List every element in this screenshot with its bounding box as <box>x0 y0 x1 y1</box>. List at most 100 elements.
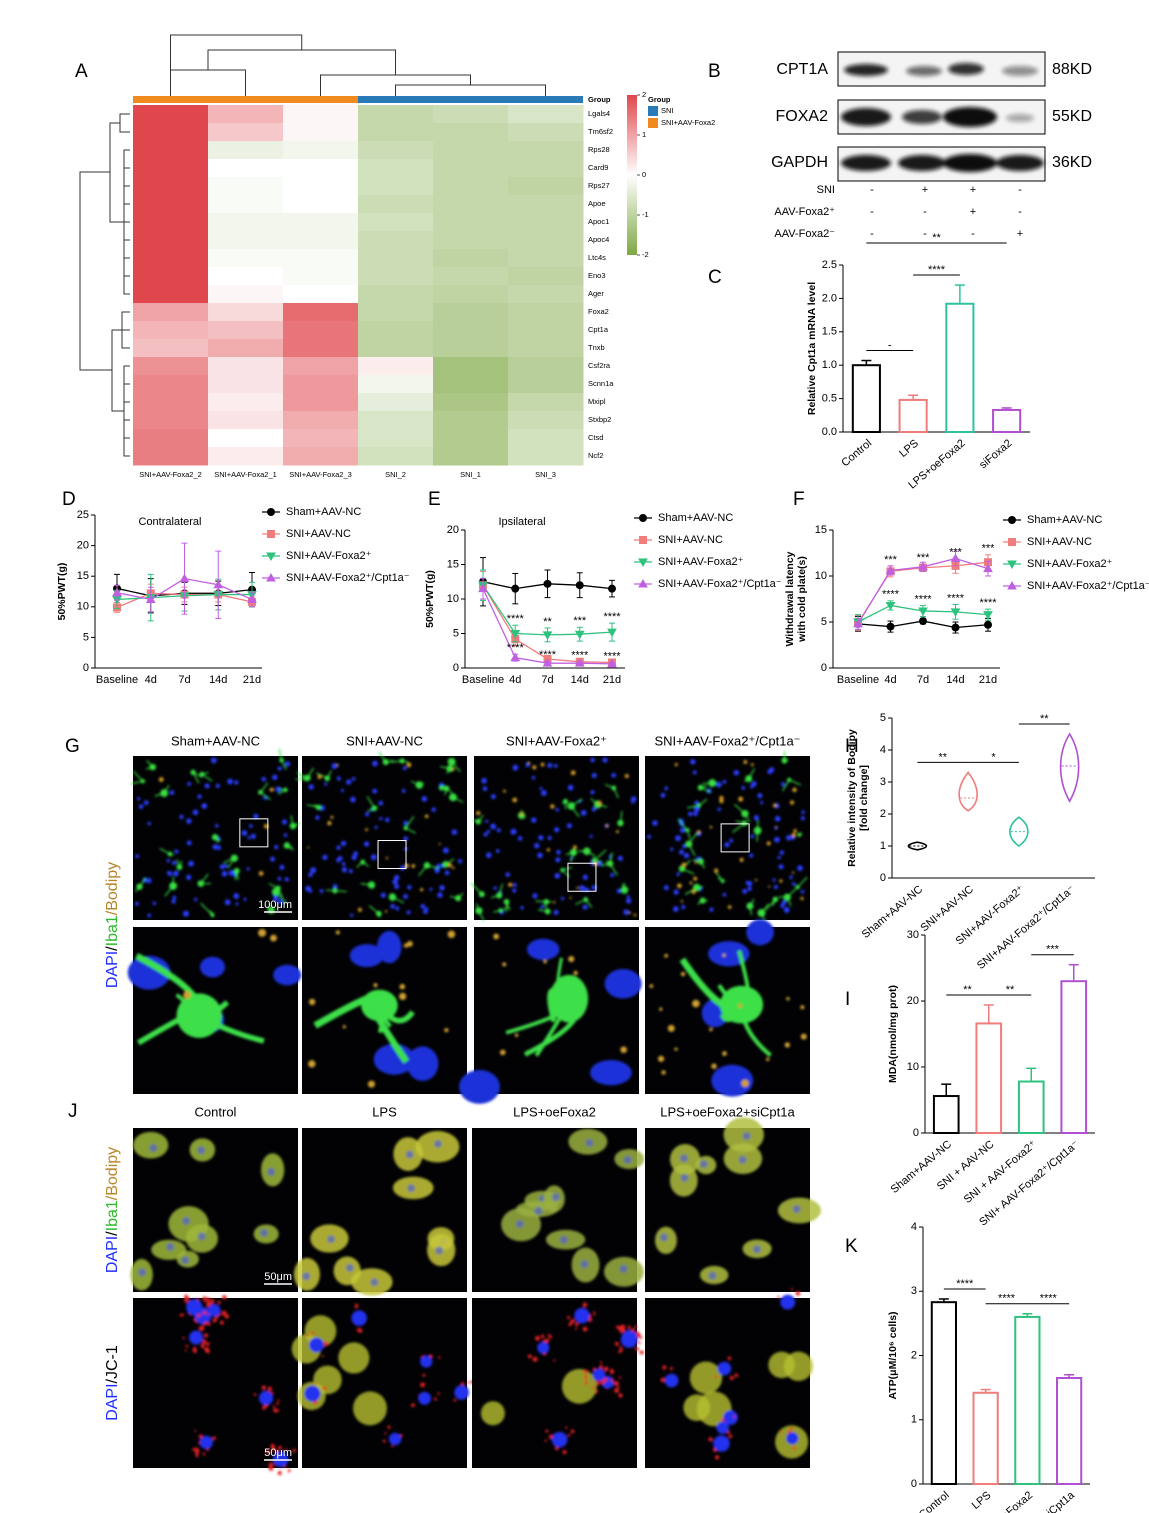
mitochondria <box>460 1382 465 1386</box>
nucleus <box>604 969 642 999</box>
legend-label: Sham+AAV-NC <box>1027 514 1102 526</box>
lipid <box>258 928 267 937</box>
lipid <box>420 888 424 892</box>
heatmap-cell <box>208 123 284 142</box>
lipid <box>694 861 698 864</box>
panel-letter: A <box>75 61 88 82</box>
micrograph-tile <box>645 1288 814 1468</box>
mitochondria <box>422 1373 426 1377</box>
nucleus <box>539 786 543 790</box>
heatmap-cell <box>283 213 359 232</box>
nucleus <box>351 854 357 861</box>
y-tick-label: 1 <box>911 1414 917 1426</box>
heatmap-cell <box>283 123 359 142</box>
micrograph-tile <box>470 756 639 922</box>
process <box>440 765 451 774</box>
nucleus <box>630 796 637 802</box>
nucleus <box>331 763 338 770</box>
mitochondria <box>609 1369 615 1374</box>
lipid <box>424 814 429 819</box>
micrograph-tile <box>291 1298 475 1468</box>
nucleus <box>186 874 192 880</box>
legend-label: Sham+AAV-NC <box>658 512 733 524</box>
y-axis-label: [fold change] <box>858 765 870 831</box>
lipid <box>406 762 412 768</box>
nucleus <box>420 1355 433 1368</box>
lipid <box>693 876 698 881</box>
nucleus <box>741 785 746 790</box>
cell <box>689 1361 723 1394</box>
nucleus <box>582 904 588 910</box>
heatmap-cell <box>433 285 509 304</box>
nucleus <box>512 764 519 771</box>
nucleus <box>513 883 517 887</box>
mitochondria <box>285 1448 288 1451</box>
bar <box>930 1301 957 1485</box>
row-dendrogram <box>79 113 130 457</box>
nucleus <box>623 909 629 915</box>
nucleus <box>197 1232 206 1241</box>
legend-marker <box>639 536 647 544</box>
mitochondria <box>582 1302 588 1308</box>
nucleus <box>683 852 690 859</box>
heatmap-cell <box>358 411 434 430</box>
nucleus <box>341 862 346 866</box>
process <box>505 901 511 912</box>
mitochondria <box>453 1398 457 1402</box>
significance-label: **** <box>539 649 557 661</box>
column-label: SNI_2 <box>385 470 406 479</box>
chart-title: Contralateral <box>139 516 202 528</box>
marker <box>478 583 488 593</box>
nucleus <box>623 1155 632 1164</box>
marker <box>607 628 617 638</box>
nucleus <box>374 825 378 830</box>
nucleus <box>308 872 313 877</box>
mitochondria <box>567 1433 571 1437</box>
lipid <box>158 777 164 782</box>
y-tick-label: 0.0 <box>822 426 837 438</box>
x-tick-label: 7d <box>541 674 553 686</box>
mitochondria <box>583 1375 588 1379</box>
process <box>783 751 787 762</box>
mitochondria <box>265 1450 270 1454</box>
nucleus <box>302 1272 311 1281</box>
row-label: DAPI/Iba1/Bodipy <box>104 1147 121 1273</box>
nucleus <box>351 777 356 781</box>
x-tick-label: Baseline <box>837 674 879 686</box>
nucleus <box>733 769 740 776</box>
band <box>996 155 1044 171</box>
nucleus <box>713 1435 730 1452</box>
significance-label: * <box>991 751 996 763</box>
nucleus <box>679 1154 688 1163</box>
nucleus <box>272 774 278 781</box>
condition-sign: - <box>1018 206 1022 218</box>
nucleus <box>249 824 253 828</box>
heatmap-cell <box>358 141 434 160</box>
nucleus <box>692 770 697 775</box>
colorbar-tick-label: 1 <box>642 130 646 139</box>
heatmap-cell <box>283 393 359 412</box>
mitochondria <box>660 1377 666 1383</box>
nucleus <box>538 835 544 841</box>
mitochondria <box>532 1356 538 1362</box>
significance-label: *** <box>949 546 963 558</box>
nucleus <box>757 793 763 799</box>
nucleus <box>181 1256 190 1265</box>
process <box>223 857 235 869</box>
significance-label: ** <box>543 616 552 628</box>
process <box>260 782 271 800</box>
heatmap-cell <box>208 141 284 160</box>
process <box>765 899 776 911</box>
legend-marker <box>266 552 276 562</box>
panel-letter: G <box>65 736 80 757</box>
band <box>943 107 997 127</box>
significance-label: *** <box>573 615 587 627</box>
nucleus <box>234 780 239 785</box>
y-axis-label: ATP(μM/10⁶ cells) <box>887 1311 899 1399</box>
nucleus <box>680 1173 689 1182</box>
nucleus <box>693 806 700 812</box>
y-tick-label: 4 <box>880 744 886 756</box>
nucleus <box>493 886 497 890</box>
mitochondria <box>206 1448 209 1452</box>
process <box>290 815 300 827</box>
